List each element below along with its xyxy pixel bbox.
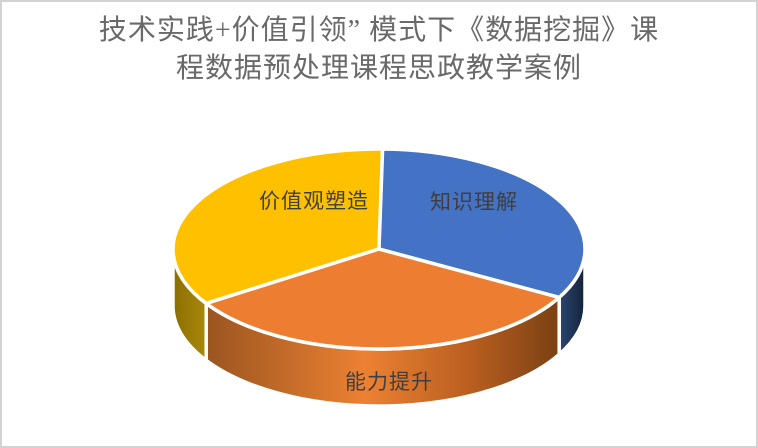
chart-title: 技术实践+价值引领” 模式下《数据挖掘》课 程数据预处理课程思政教学案例 — [2, 12, 756, 88]
pie-slice-top[interactable] — [377, 147, 587, 300]
pie-slice-label: 能力提升 — [345, 370, 433, 394]
chart-title-line1: 技术实践+价值引领” 模式下《数据挖掘》课 — [98, 15, 660, 46]
pie-slice-label: 价值观塑造 — [259, 189, 369, 213]
pie-slice-top[interactable] — [204, 247, 561, 351]
chart-title-line2: 程数据预处理课程思政教学案例 — [175, 53, 582, 84]
pie-slice-top[interactable] — [171, 147, 385, 306]
pie-slice-label: 知识理解 — [430, 190, 518, 214]
